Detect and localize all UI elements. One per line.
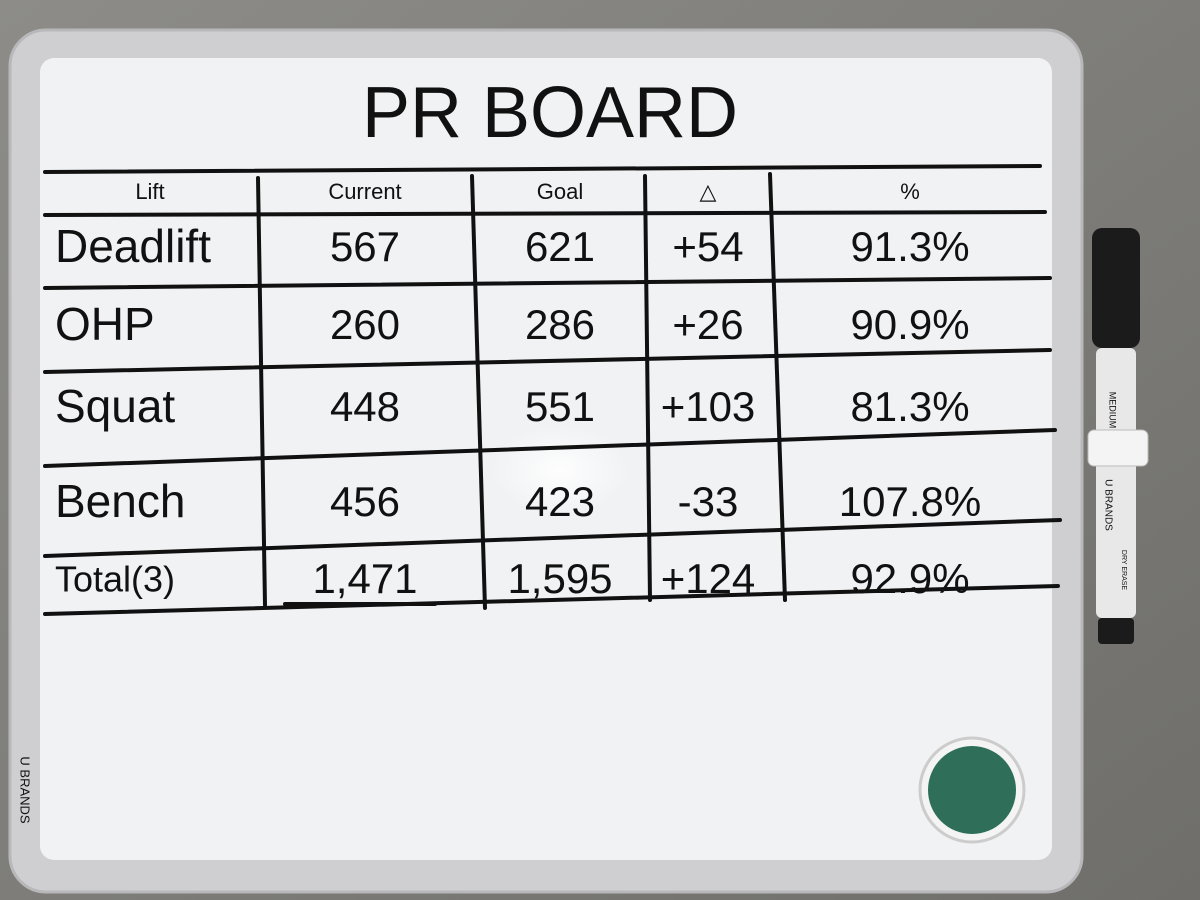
cell-value: 90.9% xyxy=(850,301,969,348)
cell-value: 423 xyxy=(525,478,595,525)
marker-cap xyxy=(1092,228,1140,348)
column-header: △ xyxy=(700,179,717,204)
lift-name: Squat xyxy=(55,380,175,432)
column-header: Current xyxy=(328,179,401,204)
lift-name: OHP xyxy=(55,298,155,350)
cell-value: -33 xyxy=(678,478,739,525)
marker: MEDIUM U BRANDS DRY ERASE xyxy=(1087,228,1149,644)
board-brand: U BRANDS xyxy=(18,756,33,824)
cell-value: 448 xyxy=(330,383,400,430)
column-header: Lift xyxy=(135,179,164,204)
cell-value: 81.3% xyxy=(850,383,969,430)
cell-value: 286 xyxy=(525,301,595,348)
board-title: PR BOARD xyxy=(362,73,738,153)
lift-name: Total(3) xyxy=(55,559,175,600)
cell-value: +103 xyxy=(661,383,756,430)
marker-body xyxy=(1096,348,1136,618)
column-header: Goal xyxy=(537,179,583,204)
lift-name: Deadlift xyxy=(55,220,211,272)
cell-value: 1,471 xyxy=(312,555,417,602)
cell-value: 92.9% xyxy=(850,555,969,602)
cell-value: 260 xyxy=(330,301,400,348)
cell-value: 621 xyxy=(525,223,595,270)
column-header: % xyxy=(900,179,920,204)
marker-size: MEDIUM xyxy=(1108,392,1118,429)
cell-value: 1,595 xyxy=(507,555,612,602)
cell-value: 456 xyxy=(330,478,400,525)
table-lines xyxy=(43,164,1062,616)
table: Lift Current Goal △ % Deadlift 567 621 +54 91.3% O… xyxy=(55,179,981,602)
marker-clip xyxy=(1087,429,1149,467)
cell-value: 567 xyxy=(330,223,400,270)
cell-value: +54 xyxy=(672,223,743,270)
eraser xyxy=(928,746,1016,834)
cell-value: +124 xyxy=(661,555,756,602)
lift-name: Bench xyxy=(55,475,185,527)
marker-kind: DRY ERASE xyxy=(1120,550,1127,591)
cell-value: 107.8% xyxy=(839,478,981,525)
cell-value: +26 xyxy=(672,301,743,348)
cell-value: 91.3% xyxy=(850,223,969,270)
marker-brand: U BRANDS xyxy=(1102,479,1113,531)
marker-end xyxy=(1098,618,1134,644)
cell-value: 551 xyxy=(525,383,595,430)
